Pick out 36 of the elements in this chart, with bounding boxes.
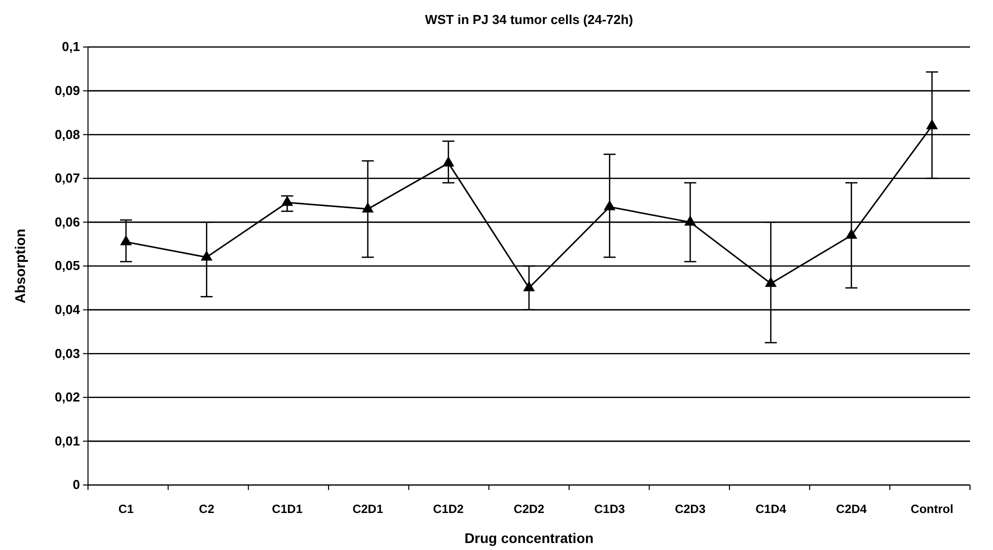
- point: [362, 202, 374, 212]
- x-tick-label: C1D1: [272, 502, 303, 516]
- point: [120, 235, 132, 246]
- point: [764, 276, 777, 287]
- x-tick-label: C1D3: [594, 502, 626, 516]
- chart-title: WST in PJ 34 tumor cells (24-72h): [424, 12, 634, 27]
- y-tick-label: 0,1: [62, 39, 80, 54]
- y-tick-label: 0,07: [54, 170, 80, 186]
- y-tick-label: 0,01: [54, 433, 80, 448]
- point: [684, 215, 696, 226]
- y-tick-label: 0,02: [54, 390, 80, 405]
- y-tick-label: 0,08: [54, 126, 80, 142]
- point: [200, 250, 212, 261]
- y-tick-label: 0,09: [54, 82, 80, 98]
- x-tick-label: C1: [118, 502, 134, 516]
- point: [523, 281, 535, 292]
- x-tick-label: Control: [910, 502, 954, 516]
- x-tick-label: C2D3: [674, 502, 706, 516]
- point: [281, 196, 294, 206]
- y-tick-label: 0,06: [54, 214, 80, 230]
- x-axis-title: Drug concentration: [464, 530, 594, 546]
- y-tick-label: 0,05: [54, 258, 80, 274]
- y-axis-title: Absorption: [12, 228, 28, 304]
- x-tick-label: C1D2: [433, 502, 464, 516]
- x-tick-label: C2D4: [836, 502, 868, 516]
- y-tick-label: 0,04: [54, 302, 81, 317]
- point: [846, 228, 858, 239]
- point: [442, 156, 454, 166]
- x-tick-label: C1D4: [755, 502, 786, 516]
- point: [926, 119, 938, 130]
- x-tick-label: C2D2: [514, 502, 545, 516]
- x-tick-label: C2: [198, 502, 215, 516]
- x-tick-label: C2D1: [352, 502, 384, 516]
- point: [604, 200, 616, 210]
- y-tick-label: 0,03: [54, 346, 80, 361]
- y-tick-label: 0: [72, 477, 80, 492]
